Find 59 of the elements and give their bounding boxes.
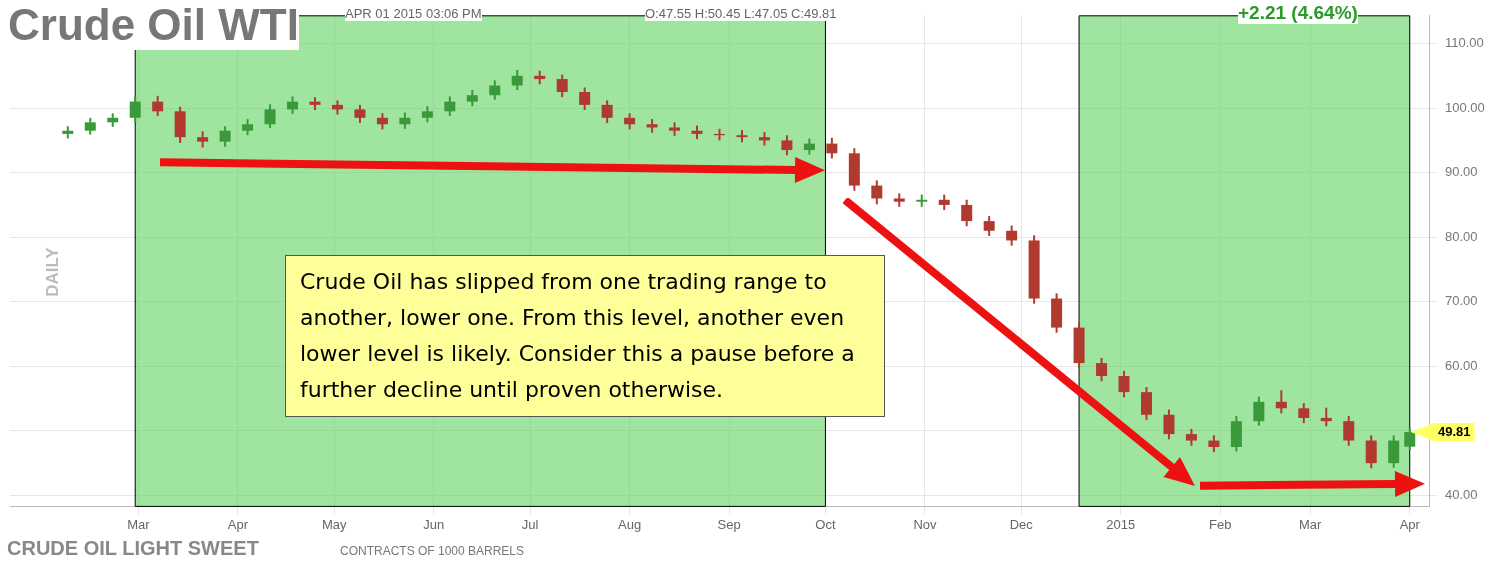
candlestick	[1096, 356, 1108, 383]
candlestick	[1163, 408, 1175, 441]
candlestick	[129, 95, 141, 124]
candlestick	[1118, 369, 1130, 399]
x-tick-label: Mar	[127, 516, 151, 532]
annotation: 49.81	[1438, 423, 1471, 439]
text: CRUDE OIL LIGHT SWEET	[7, 537, 259, 560]
x-tick-label: Feb	[1209, 516, 1232, 532]
candlestick	[152, 94, 164, 117]
candlestick	[1006, 224, 1018, 247]
candlestick	[1253, 395, 1265, 427]
x-tick-label: 2015	[1106, 516, 1136, 532]
candlestick	[511, 69, 523, 92]
annotation: +2.21 (4.64%)	[1238, 2, 1358, 24]
annotation: APR 01 2015 03:06 PM	[345, 6, 482, 21]
x-tick-label: Mar	[1299, 516, 1323, 532]
x-tick-label: Jul	[521, 516, 539, 532]
candlestick	[1343, 415, 1355, 447]
y-tick-label: 60.00	[1445, 357, 1478, 373]
chart-title: Crude Oil WTI	[8, 0, 299, 50]
x-tick-label: Oct	[815, 516, 836, 532]
x-tick-label: Aug	[618, 516, 642, 532]
candlestick	[556, 73, 568, 99]
candlestick	[579, 86, 591, 112]
candlestick	[1365, 434, 1377, 470]
candlestick	[781, 134, 793, 157]
candlestick	[601, 99, 613, 124]
annotation: Crude Oil has slipped from one trading range to another, lower one. From this level, another even lower level is likely. Consider this a pause before a further decline until proven otherwise.	[285, 255, 885, 417]
candlestick	[489, 79, 501, 101]
candlestick	[219, 125, 231, 148]
candlestick	[1298, 402, 1310, 425]
x-tick-label: Dec	[1009, 516, 1034, 532]
candlestick	[826, 136, 838, 160]
candlestick	[1388, 434, 1400, 469]
candlestick	[1320, 406, 1332, 428]
y-tick-label: 70.00	[1445, 293, 1478, 309]
candlestick	[354, 103, 366, 124]
candlestick	[1275, 389, 1287, 415]
y-tick-label: 40.00	[1445, 487, 1478, 502]
y-tick-label: 90.00	[1445, 164, 1478, 180]
y-axis-title: DAILY	[42, 247, 63, 297]
annotation: O:47.55 H:50.45 L:47.05 C:49.81	[645, 6, 837, 21]
candlestick	[871, 179, 883, 206]
x-tick-label: Apr	[1399, 516, 1421, 532]
x-tick-label: Sep	[717, 516, 741, 532]
y-tick-label: 110.00	[1445, 35, 1484, 51]
candlestick	[983, 214, 995, 237]
y-tick-label: 80.00	[1445, 228, 1478, 244]
candlestick	[1404, 426, 1416, 451]
x-tick-label: Apr	[227, 516, 249, 532]
y-tick-label: 100.00	[1445, 99, 1485, 115]
x-tick-label: Jun	[423, 516, 445, 532]
candlestick	[1140, 385, 1152, 421]
x-tick-label: May	[321, 516, 348, 532]
text: CONTRACTS OF 1000 BARRELS	[340, 544, 525, 558]
candlestick	[444, 95, 456, 117]
x-tick-label: Nov	[913, 516, 938, 532]
candlestick	[264, 103, 276, 130]
candlestick	[961, 198, 973, 228]
